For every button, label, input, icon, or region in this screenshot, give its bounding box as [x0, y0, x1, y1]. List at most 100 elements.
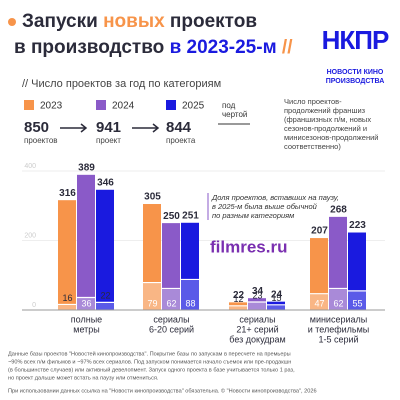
x-tick-label: 6-20 серий — [149, 324, 194, 334]
franchise-label: 16 — [62, 293, 72, 303]
franchise-bar — [267, 304, 285, 310]
watermark: filmres.ru — [210, 237, 287, 256]
legend-label: 2024 — [112, 101, 135, 112]
franchise-label: 47 — [314, 298, 324, 308]
franchise-bar — [248, 302, 266, 310]
value-label: 34 — [252, 286, 264, 297]
x-tick-label: 21+ серий — [236, 324, 278, 334]
legend-swatch — [24, 100, 34, 110]
value-label: 207 — [311, 226, 328, 237]
legend-label: 2023 — [40, 101, 63, 112]
chart-title: в производство в 2023-25-м // — [14, 37, 293, 58]
x-tick-label: сериалы — [153, 314, 189, 324]
total-label: проектов — [24, 136, 58, 145]
total-value: 844 — [166, 119, 192, 136]
footer: ~90% всех п/м фильмов и ~97% всех сериал… — [8, 359, 291, 365]
franchise-label: 23 — [252, 290, 262, 300]
title-part: новых — [103, 11, 165, 32]
logo-box — [318, 8, 392, 82]
franchise-label: 62 — [166, 298, 176, 308]
annotation: Доля проектов, вставших на паузу, — [211, 193, 339, 202]
x-tick-label: минисериалы — [310, 314, 367, 324]
arrow — [132, 123, 160, 133]
below-line-note: сезонов-продолжений и — [284, 124, 367, 133]
franchise-label: 36 — [81, 298, 91, 308]
logo-mark: НКПР — [322, 25, 389, 55]
below-line-label: чертой — [222, 110, 247, 119]
bar — [77, 174, 95, 310]
franchise-label: 55 — [352, 298, 362, 308]
total-label: проект — [96, 136, 121, 145]
franchise-bar — [162, 288, 180, 310]
title-part: в 2023-25-м — [170, 37, 277, 58]
bar — [310, 238, 328, 310]
legend-swatch — [96, 100, 106, 110]
below-line-note: Число проектов- — [284, 97, 342, 106]
value-label: 250 — [163, 211, 180, 222]
footer: но проект дальше может встать на паузу и… — [8, 375, 159, 381]
footer: При использовании данных ссылка на "Ново… — [8, 387, 317, 394]
x-tick-label: сериалы — [239, 314, 275, 324]
x-tick-label: полные — [71, 314, 102, 324]
footer: Данные базы проектов "Новостей кинопроиз… — [8, 350, 291, 357]
franchise-label: 79 — [147, 298, 157, 308]
legend-label: 2025 — [182, 101, 205, 112]
franchise-label: 12 — [233, 294, 243, 304]
franchise-bar — [348, 290, 366, 310]
x-tick-label: метры — [73, 324, 100, 334]
franchise-bar — [77, 297, 95, 310]
title-bullet — [8, 18, 16, 26]
below-line-note: соответственно) — [284, 142, 341, 151]
franchise-label: 62 — [333, 298, 343, 308]
franchise-bar — [229, 305, 247, 310]
franchise-bar — [310, 293, 328, 310]
title-part: Запуски — [22, 11, 103, 32]
franchise-bar — [329, 288, 347, 310]
franchise-label: 88 — [185, 298, 195, 308]
annotation: по разным категориям — [212, 211, 294, 220]
value-label: 316 — [59, 188, 76, 199]
arrow — [60, 123, 88, 133]
bar — [96, 189, 114, 310]
below-line-label: под — [222, 101, 236, 110]
value-label: 305 — [144, 192, 161, 203]
franchise-label: 22 — [100, 291, 110, 301]
below-line-note: минисезонов-продолжений — [284, 133, 378, 142]
x-tick-label: и телефильмы — [308, 324, 370, 334]
y-tick-label: 0 — [32, 302, 36, 309]
value-label: 268 — [330, 205, 347, 216]
x-tick-label: 1-5 серий — [318, 334, 358, 344]
below-line-note: (франшизных п/м, новых — [284, 115, 371, 124]
value-label: 24 — [271, 289, 283, 300]
total-value: 941 — [96, 119, 121, 136]
y-tick-label: 400 — [24, 163, 36, 170]
total-label: проекта — [166, 136, 196, 145]
bar — [58, 200, 76, 310]
value-label: 389 — [78, 162, 95, 173]
legend-swatch — [166, 100, 176, 110]
footer: (в большинстве случаев) или активный дев… — [8, 366, 295, 373]
title-part: в производство — [14, 37, 170, 58]
logo-line: НОВОСТИ КИНО — [327, 69, 384, 76]
title-part: // — [277, 37, 294, 58]
logo-line: ПРОИЗВОДСТВА — [326, 78, 385, 85]
bar — [329, 216, 347, 310]
annotation: в 2025-м была выше обычной — [212, 202, 318, 211]
value-label: 223 — [349, 220, 366, 231]
x-tick-label: без докудрам — [229, 334, 285, 344]
title-part: проектов — [165, 11, 257, 32]
value-label: 22 — [233, 290, 245, 301]
franchise-bar — [181, 279, 199, 310]
franchise-bar — [58, 304, 76, 310]
franchise-bar — [96, 302, 114, 310]
franchise-label: 15 — [271, 293, 281, 303]
chart-title: Запуски новых проектов — [22, 11, 257, 32]
total-value: 850 — [24, 119, 49, 136]
below-line-note: продолжений франшиз — [284, 106, 366, 115]
subtitle: // Число проектов за год по категориям — [22, 78, 221, 90]
y-tick-label: 200 — [24, 232, 36, 239]
franchise-bar — [143, 282, 161, 310]
value-label: 251 — [182, 210, 199, 221]
